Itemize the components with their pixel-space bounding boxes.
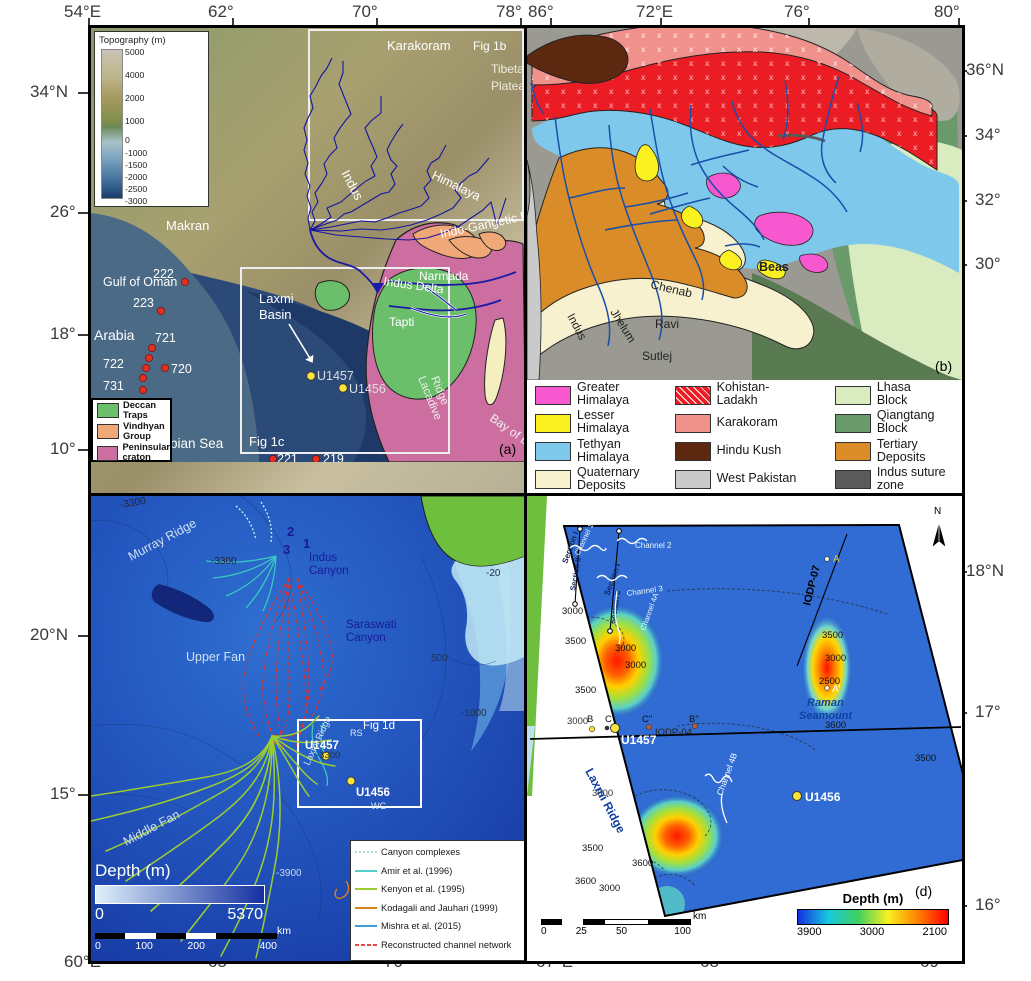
svg-text:(a): (a): [499, 441, 516, 457]
svg-text:-3300: -3300: [211, 556, 237, 567]
svg-text:Saraswati: Saraswati: [346, 619, 397, 631]
svg-text:Beas: Beas: [759, 260, 789, 274]
svg-text:-1000: -1000: [461, 708, 487, 719]
svg-text:3600: 3600: [632, 858, 653, 869]
svg-text:3600: 3600: [575, 876, 596, 887]
svg-text:WG: WG: [371, 801, 387, 811]
svg-text:3500: 3500: [915, 753, 936, 764]
svg-text:500: 500: [431, 653, 448, 664]
svg-text:3000: 3000: [825, 653, 846, 664]
svg-text:Tibetan: Tibetan: [491, 62, 526, 76]
svg-text:Indus: Indus: [309, 552, 337, 564]
svg-text:A': A': [832, 684, 841, 695]
svg-text:222: 222: [153, 267, 174, 281]
svg-text:3500: 3500: [575, 685, 596, 696]
svg-text:Canyon: Canyon: [346, 632, 386, 644]
svg-text:721: 721: [155, 331, 176, 345]
svg-text:Basin: Basin: [259, 307, 292, 322]
svg-text:3000: 3000: [562, 606, 583, 617]
svg-text:3: 3: [283, 542, 290, 557]
svg-text:C": C": [642, 714, 652, 725]
svg-text:Raman: Raman: [807, 697, 844, 709]
svg-text:720: 720: [171, 362, 192, 376]
svg-text:-20: -20: [486, 568, 501, 579]
svg-text:Fig 1b: Fig 1b: [473, 39, 507, 53]
svg-text:-3900: -3900: [276, 868, 302, 879]
svg-text:Fig 1d: Fig 1d: [363, 720, 395, 732]
svg-text:(b): (b): [935, 358, 952, 374]
svg-text:C: C: [605, 714, 612, 725]
svg-text:Ravi: Ravi: [655, 317, 679, 331]
svg-text:221: 221: [277, 452, 298, 462]
svg-text:B: B: [587, 714, 593, 725]
svg-text:Arabia: Arabia: [94, 327, 135, 343]
svg-text:219: 219: [323, 452, 344, 462]
svg-text:Narmada: Narmada: [419, 269, 469, 283]
svg-text:U1457: U1457: [621, 733, 657, 747]
svg-text:Upper Fan: Upper Fan: [186, 650, 245, 664]
svg-text:Indus: Indus: [338, 167, 366, 203]
svg-text:N: N: [934, 506, 941, 517]
svg-text:Plateau: Plateau: [491, 79, 526, 93]
svg-text:731: 731: [103, 379, 124, 393]
svg-text:Makran: Makran: [166, 218, 209, 233]
svg-text:Canyon: Canyon: [309, 565, 349, 577]
svg-text:3000: 3000: [567, 716, 588, 727]
svg-text:Laxmi Ridge: Laxmi Ridge: [582, 766, 628, 836]
svg-text:3000: 3000: [615, 643, 636, 654]
svg-text:2: 2: [287, 524, 294, 539]
svg-text:Channel 2: Channel 2: [635, 541, 672, 550]
svg-text:RS: RS: [350, 728, 363, 738]
svg-text:1: 1: [303, 536, 310, 551]
svg-text:3000: 3000: [599, 883, 620, 894]
svg-text:3000: 3000: [625, 660, 646, 671]
svg-text:Laxmi: Laxmi: [259, 291, 294, 306]
svg-text:U1457: U1457: [317, 369, 354, 383]
svg-text:Sutlej: Sutlej: [642, 349, 672, 363]
svg-text:IODP-04: IODP-04: [655, 727, 692, 738]
svg-text:Seamount: Seamount: [799, 710, 854, 722]
svg-text:U1456: U1456: [356, 787, 390, 799]
svg-text:Tapti: Tapti: [389, 315, 414, 329]
svg-text:-3300: -3300: [316, 750, 340, 761]
svg-text:Karakoram: Karakoram: [387, 38, 451, 53]
svg-text:A: A: [833, 554, 840, 565]
svg-text:Fig 1c: Fig 1c: [249, 434, 285, 449]
svg-text:223: 223: [133, 296, 154, 310]
svg-text:B": B": [689, 714, 699, 725]
svg-text:3500: 3500: [582, 843, 603, 854]
svg-text:722: 722: [103, 357, 124, 371]
svg-text:3500: 3500: [822, 630, 843, 641]
svg-text:U1456: U1456: [349, 382, 386, 396]
svg-text:3500: 3500: [565, 636, 586, 647]
svg-text:U1456: U1456: [805, 790, 841, 804]
